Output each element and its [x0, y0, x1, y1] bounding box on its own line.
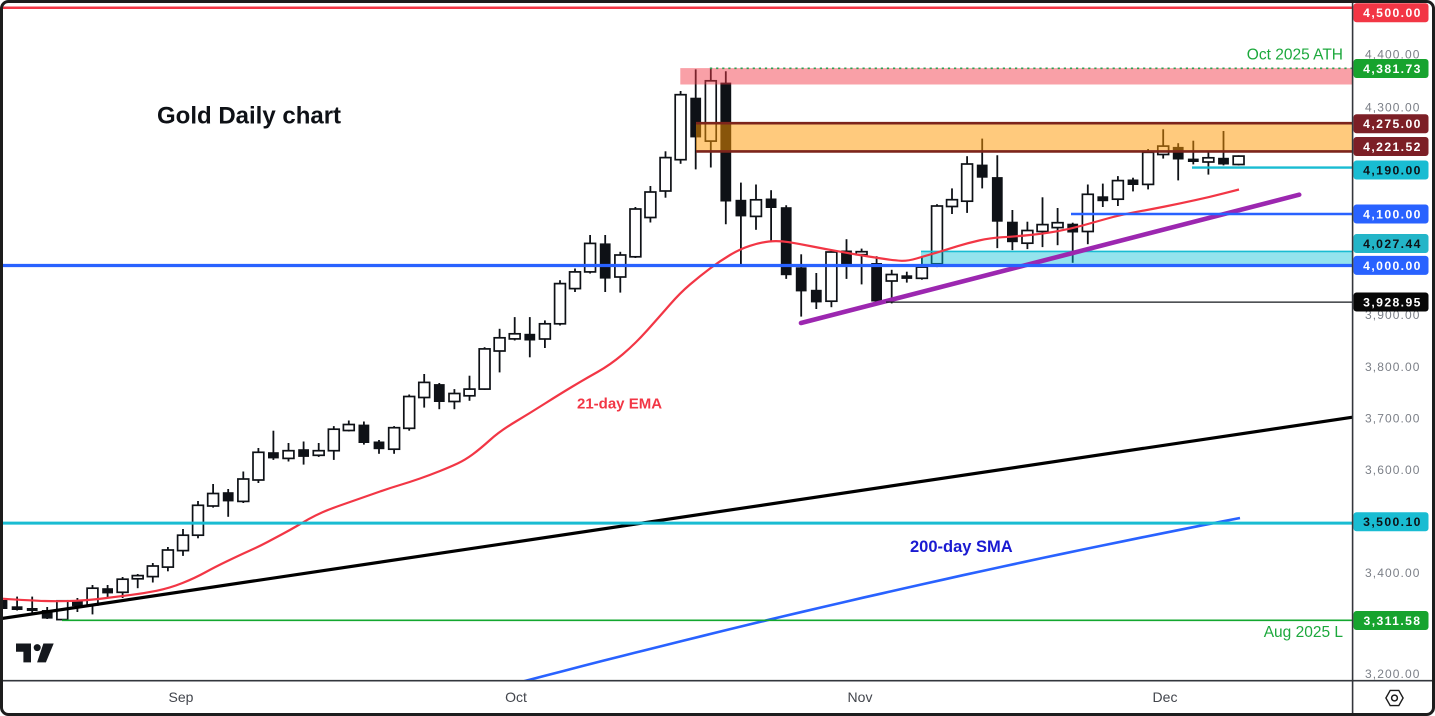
svg-text:4,100.00: 4,100.00 — [1363, 207, 1422, 221]
svg-text:Aug 2025 L: Aug 2025 L — [1264, 624, 1344, 641]
svg-text:4,275.00: 4,275.00 — [1363, 117, 1422, 131]
svg-text:4,400.00: 4,400.00 — [1365, 48, 1421, 62]
svg-text:Sep: Sep — [169, 689, 194, 705]
svg-text:Gold Daily chart: Gold Daily chart — [157, 103, 341, 130]
svg-text:4,221.52: 4,221.52 — [1363, 140, 1422, 154]
svg-text:4,381.73: 4,381.73 — [1363, 62, 1422, 76]
svg-text:3,928.95: 3,928.95 — [1363, 295, 1422, 309]
svg-text:4,000.00: 4,000.00 — [1363, 259, 1422, 273]
svg-text:3,600.00: 3,600.00 — [1365, 463, 1421, 477]
svg-text:Dec: Dec — [1153, 689, 1178, 705]
svg-text:Oct: Oct — [505, 689, 527, 705]
svg-text:4,500.00: 4,500.00 — [1363, 6, 1422, 20]
svg-text:4,027.44: 4,027.44 — [1363, 237, 1422, 251]
svg-text:4,300.00: 4,300.00 — [1365, 101, 1421, 115]
svg-text:3,311.58: 3,311.58 — [1364, 614, 1422, 628]
svg-text:21-day EMA: 21-day EMA — [577, 396, 662, 413]
svg-text:3,800.00: 3,800.00 — [1365, 360, 1421, 374]
svg-text:3,700.00: 3,700.00 — [1365, 411, 1421, 425]
svg-text:3,200.00: 3,200.00 — [1365, 667, 1421, 681]
svg-text:3,500.10: 3,500.10 — [1363, 515, 1422, 529]
svg-text:Oct 2025 ATH: Oct 2025 ATH — [1247, 47, 1343, 64]
svg-text:Nov: Nov — [848, 689, 873, 705]
svg-text:4,190.00: 4,190.00 — [1363, 163, 1422, 177]
svg-text:200-day SMA: 200-day SMA — [910, 538, 1013, 556]
svg-text:3,900.00: 3,900.00 — [1365, 308, 1421, 322]
svg-text:3,400.00: 3,400.00 — [1365, 566, 1421, 580]
